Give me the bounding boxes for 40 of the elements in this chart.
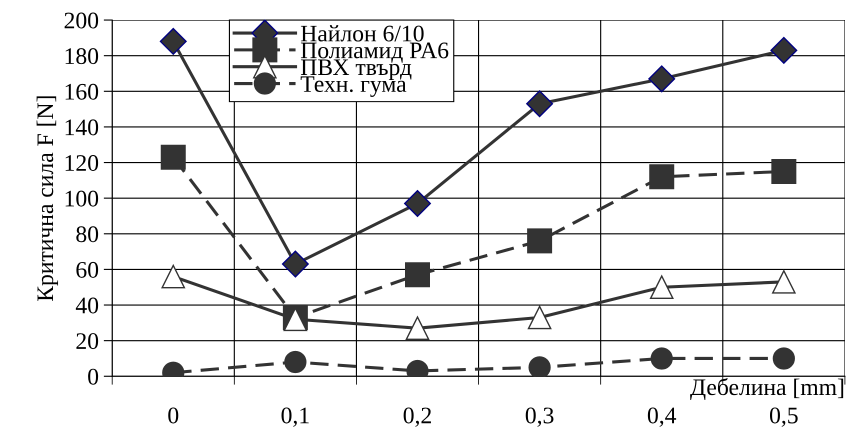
y-tick-label: 180 bbox=[66, 48, 98, 64]
point bbox=[526, 90, 554, 118]
point bbox=[527, 228, 552, 254]
y-tick-label: 0 bbox=[88, 368, 98, 385]
point bbox=[528, 306, 552, 330]
y-tick-label: 60 bbox=[76, 262, 98, 278]
x-tick-label: 0,5 bbox=[770, 408, 798, 427]
point bbox=[650, 347, 673, 370]
point bbox=[404, 190, 431, 217]
point bbox=[160, 144, 186, 170]
x-tick-label: 0,1 bbox=[282, 408, 309, 427]
point bbox=[161, 264, 186, 288]
y-tick-label: 200 bbox=[64, 12, 98, 28]
x-tick-label: 0 bbox=[168, 408, 178, 424]
point bbox=[406, 316, 430, 340]
y-tick-label: 120 bbox=[66, 155, 98, 171]
point bbox=[282, 250, 309, 278]
x-tick-label: 0,3 bbox=[526, 408, 554, 427]
point bbox=[404, 262, 430, 288]
point bbox=[772, 270, 796, 294]
x-tick-label: 0,2 bbox=[404, 408, 431, 427]
point bbox=[648, 65, 676, 92]
y-tick-label: 140 bbox=[66, 119, 98, 136]
y-tick-label: 100 bbox=[66, 190, 98, 207]
point bbox=[528, 356, 551, 376]
y-tick-label: 160 bbox=[66, 84, 98, 100]
y-tick-label: 80 bbox=[76, 226, 98, 242]
point bbox=[772, 347, 795, 370]
point bbox=[650, 275, 674, 300]
point bbox=[649, 164, 674, 190]
y-axis-title: Критична сила F [N] bbox=[36, 96, 58, 302]
x-tick-label: 0,4 bbox=[648, 408, 676, 427]
point bbox=[771, 158, 796, 184]
point bbox=[284, 350, 306, 374]
point bbox=[160, 28, 187, 55]
x-axis-title: Дебелина [mm] bbox=[690, 378, 844, 400]
legend-label: Найлон 6/10 bbox=[300, 25, 424, 42]
point bbox=[770, 36, 798, 64]
y-tick-label: 40 bbox=[76, 298, 98, 314]
y-tick-label: 20 bbox=[76, 333, 98, 350]
